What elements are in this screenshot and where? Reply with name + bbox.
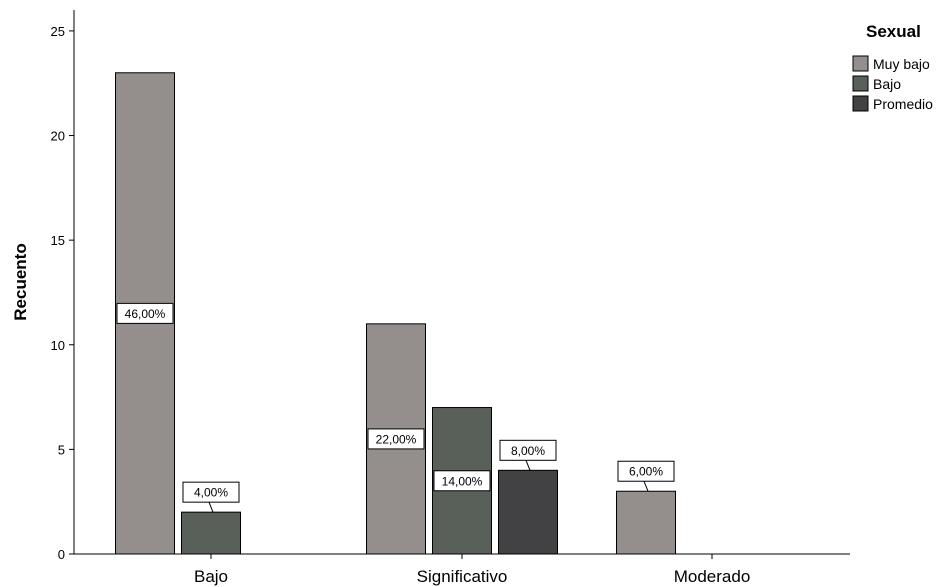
data-label-leader [643,481,649,492]
data-label-leader [525,460,531,471]
data-label-box [617,460,675,482]
legend: Sexual Muy bajo Bajo Promedio [852,22,933,112]
legend-title: Sexual [866,22,921,41]
legend-swatch [852,55,869,72]
category-labels: Bajo Significativo Moderado [194,554,750,586]
y-tick-label: 20 [51,129,65,144]
x-tick-label: Bajo [194,567,228,586]
data-label-leader [208,501,214,513]
y-tick-label: 25 [51,24,65,39]
y-tick-label: 5 [58,442,65,457]
legend-swatch [852,95,869,112]
x-tick-label: Moderado [674,567,751,586]
bar [181,511,241,555]
data-label: 6,00% [629,465,663,479]
legend-label: Muy bajo [873,56,930,72]
data-labels: 46,00% 4,00% 22,00% 14,00% 8,00% 6,00% [116,302,675,513]
data-label: 14,00% [442,474,483,488]
y-tick-label: 0 [58,547,65,562]
data-label-box [499,439,557,461]
legend-label: Bajo [873,76,901,92]
data-label: 4,00% [194,486,228,500]
x-tick-label: Significativo [417,567,508,586]
data-label-box [182,481,240,503]
data-label: 46,00% [125,307,166,321]
data-label-box [433,470,491,492]
data-label: 22,00% [376,432,417,446]
legend-items: Muy bajo Bajo Promedio [852,55,933,112]
y-axis-label: Recuento [11,243,30,320]
legend-swatch [852,75,869,92]
bar [616,490,676,555]
y-ticks: 0 5 10 15 20 25 [51,24,74,562]
legend-label: Promedio [873,96,933,112]
data-label-box [367,428,425,450]
bar [498,469,558,555]
y-tick-label: 15 [51,233,65,248]
y-tick-label: 10 [51,338,65,353]
data-label-box [116,302,174,324]
data-label: 8,00% [511,444,545,458]
